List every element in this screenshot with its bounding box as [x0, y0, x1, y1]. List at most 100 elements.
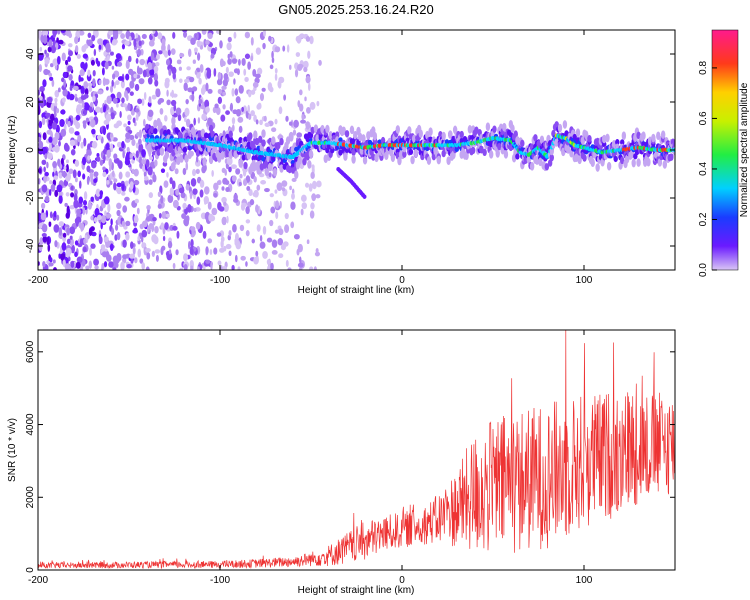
spectrogram-noise-cell: [115, 53, 122, 60]
spectrogram-noise-cell: [167, 64, 173, 72]
spectrogram-noise-cell: [38, 212, 42, 219]
spectrogram-ridge-halo: [187, 150, 192, 160]
spectrogram-noise-cell: [70, 185, 74, 191]
spectrogram-noise-cell: [106, 95, 112, 105]
spectrogram-noise-cell: [38, 52, 44, 61]
spectrogram-noise-cell: [63, 165, 67, 171]
spectrogram-ridge-halo: [464, 151, 469, 160]
spectrogram-noise-cell: [48, 262, 54, 267]
spectrogram-noise-cell: [104, 61, 109, 70]
spectrogram-noise-cell: [269, 193, 274, 198]
spectrogram-noise-cell: [92, 78, 96, 87]
spectrogram-y-tick-label: 20: [25, 96, 36, 108]
spectrogram-noise-cell: [277, 80, 282, 88]
spectrogram-ridge-halo: [177, 131, 183, 140]
spectrogram-noise-cell: [42, 235, 48, 243]
spectrogram-noise-cell: [120, 261, 125, 270]
spectrogram-noise-cell: [141, 149, 146, 158]
spectrogram-noise-cell: [222, 78, 228, 87]
spectrogram-noise-cell: [116, 232, 121, 241]
spectrogram-noise-cell: [74, 240, 79, 246]
spectrogram-noise-cell: [212, 106, 217, 114]
spectrogram-ridge-halo: [482, 148, 487, 157]
spectrogram-noise-cell: [251, 238, 255, 244]
spectrogram-ridge-halo: [508, 131, 514, 138]
spectrogram-noise-cell: [281, 187, 286, 192]
spectrogram-ridge-halo: [276, 141, 281, 150]
spectrogram-noise-cell: [108, 158, 113, 168]
spectrogram-noise-cell: [104, 210, 107, 217]
spectrogram-noise-cell: [262, 250, 268, 259]
spectrogram-noise-cell: [187, 48, 192, 58]
snr-series-line: [38, 330, 675, 570]
spectrogram-noise-cell: [88, 85, 93, 92]
spectrogram-noise-cell: [183, 264, 188, 270]
spectrogram-ridge-halo: [279, 164, 284, 173]
spectrogram-ridge-halo: [361, 134, 366, 143]
spectrogram-noise-cell: [124, 196, 130, 202]
spectrogram-ridge-halo: [287, 165, 292, 174]
spectrogram-noise-cell: [93, 178, 98, 184]
spectrogram-ridge-halo: [488, 150, 494, 159]
spectrogram-ridge-halo: [217, 154, 222, 163]
spectrogram-noise-cell: [101, 265, 104, 270]
spectrogram-noise-cell: [58, 191, 63, 196]
spectrogram-noise-cell: [109, 243, 114, 252]
spectrogram-noise-cell: [289, 64, 292, 70]
spectrogram-noise-cell: [129, 80, 135, 89]
spectrogram-noise-cell: [159, 108, 164, 115]
spectrogram-noise-cell: [81, 45, 87, 53]
spectrogram-noise-cell: [85, 265, 90, 270]
spectrogram-ridge-halo: [367, 139, 373, 145]
spectrogram-noise-cell: [227, 53, 230, 59]
spectrogram-noise-cell: [255, 250, 259, 257]
spectrogram-noise-cell: [75, 222, 79, 227]
spectrogram-noise-cell: [165, 213, 170, 218]
spectrogram-noise-cell: [122, 103, 128, 108]
spectrogram-noise-cell: [278, 228, 284, 236]
spectrogram-noise-cell: [147, 61, 152, 71]
spectrogram-noise-cell: [127, 55, 132, 63]
spectrogram-noise-cell: [76, 104, 83, 111]
spectrogram-noise-cell: [132, 229, 138, 234]
spectrogram-noise-cell: [141, 229, 148, 238]
spectrogram-noise-cell: [89, 172, 94, 180]
spectrogram-noise-cell: [252, 68, 257, 77]
spectrogram-noise-cell: [111, 227, 115, 236]
spectrogram-noise-cell: [101, 214, 106, 221]
spectrogram-ridge-halo: [539, 135, 545, 145]
spectrogram-ridge-halo: [146, 143, 152, 153]
snr-x-tick-label: 0: [399, 575, 405, 586]
spectrogram-noise-cell: [64, 59, 69, 66]
spectrogram-noise-cell: [42, 79, 47, 88]
spectrogram-noise-cell: [87, 69, 91, 77]
spectrogram-noise-cell: [103, 105, 107, 113]
snr-y-tick-label: 4000: [25, 413, 36, 436]
spectrogram-noise-cell: [175, 107, 182, 115]
spectrogram-ridge-halo: [328, 131, 333, 140]
spectrogram-noise-cell: [177, 113, 182, 122]
spectrogram-noise-cell: [54, 131, 60, 140]
spectrogram-noise-cell: [50, 45, 57, 54]
spectrogram-noise-cell: [58, 140, 61, 147]
spectrogram-noise-cell: [67, 120, 71, 128]
spectrogram-noise-cell: [106, 180, 110, 185]
spectrogram-noise-cell: [254, 73, 261, 79]
spectrogram-noise-cell: [68, 256, 71, 262]
spectrogram-noise-cell: [48, 136, 53, 143]
spectrogram-noise-cell: [39, 46, 43, 52]
spectrogram-noise-cell: [147, 76, 153, 85]
spectrogram-noise-cell: [50, 184, 56, 192]
spectrogram-noise-cell: [238, 125, 243, 133]
spectrogram-noise-cell: [161, 38, 166, 48]
spectrogram-noise-cell: [202, 230, 207, 239]
spectrogram-noise-cell: [116, 182, 122, 188]
spectrogram-noise-cell: [195, 155, 199, 163]
spectrogram-noise-cell: [196, 40, 202, 48]
spectrogram-noise-cell: [313, 266, 317, 270]
spectrogram-noise-cell: [68, 43, 73, 48]
spectrogram-noise-cell: [67, 56, 71, 63]
spectrogram-ridge-halo: [605, 133, 610, 143]
snr-x-label: Height of straight line (km): [298, 585, 415, 596]
spectrogram-ridge-halo: [171, 149, 176, 157]
